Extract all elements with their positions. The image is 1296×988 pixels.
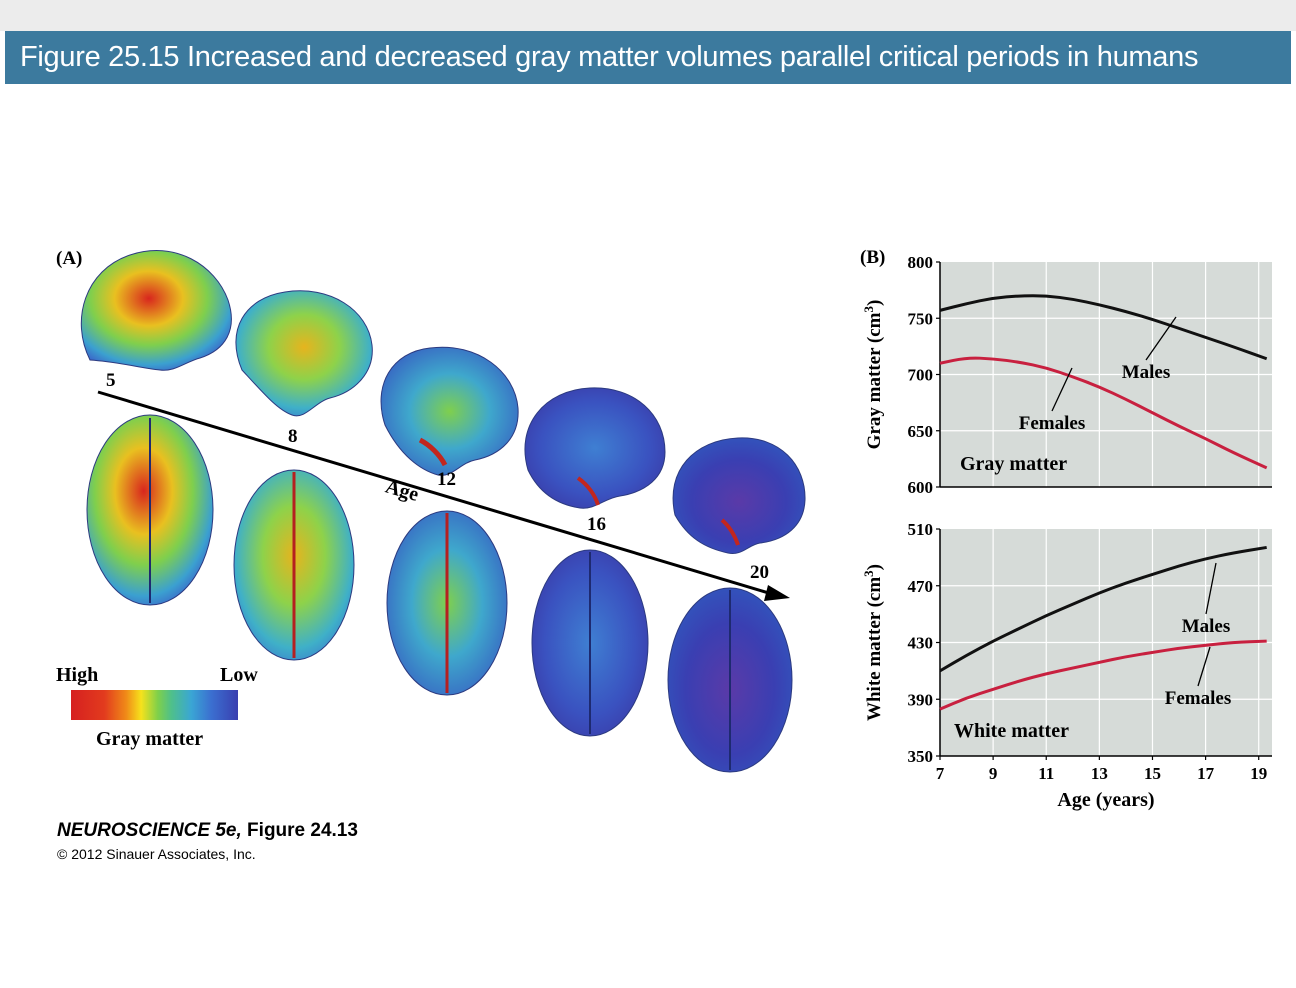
series-line-males <box>939 294 1268 361</box>
brain-dorsal-age-12 <box>386 510 508 696</box>
y-tick-label: 430 <box>908 634 934 653</box>
figure-title: Figure 25.15 Increased and decreased gra… <box>20 41 1199 73</box>
brain-dorsal-age-8 <box>233 469 355 661</box>
y-tick-label: 750 <box>908 309 934 328</box>
brain-scan-series: 5 8 12 16 20 Age <box>80 250 806 773</box>
x-tick-label: 9 <box>989 764 998 783</box>
brain-dorsal-age-16 <box>531 549 649 737</box>
series-label-females: Females <box>1165 688 1231 709</box>
panel-b-chart: (B) 600 650 700 750 800 Males Females Gray matt… <box>860 247 1272 811</box>
brain-lateral-age-8 <box>235 290 373 417</box>
age-tick-5: 5 <box>106 370 116 391</box>
plot-title: White matter <box>954 720 1069 742</box>
window-top-strip <box>0 0 1296 31</box>
y-tick-label: 350 <box>908 747 934 766</box>
series-label-leader <box>1205 562 1217 615</box>
legend-high-label: High <box>56 664 99 686</box>
x-tick-label: 7 <box>936 764 945 783</box>
age-tick-16: 16 <box>587 514 606 535</box>
legend-title: Gray matter <box>96 728 204 750</box>
series-line-females <box>939 356 1268 470</box>
y-tick-label: 510 <box>908 520 934 539</box>
legend-low-label: Low <box>220 664 258 686</box>
y-tick-label: 600 <box>908 478 934 497</box>
x-tick-label: 15 <box>1144 764 1161 783</box>
y-axis-label-exponent: 3 <box>861 306 876 313</box>
panel-a-label: (A) <box>56 248 83 269</box>
series-label-males: Males <box>1182 616 1231 637</box>
x-tick-label: 17 <box>1197 764 1215 783</box>
brain-lateral-age-12 <box>380 346 519 476</box>
x-tick-label: 19 <box>1250 764 1267 783</box>
y-axis-label-exponent: 3 <box>861 570 876 577</box>
brain-lateral-age-20 <box>672 437 806 555</box>
gray-matter-plot: 600 650 700 750 800 Males Females Gray matter Gr… <box>861 253 1272 497</box>
panel-b-label: (B) <box>860 247 885 268</box>
series-label-males: Males <box>1122 362 1171 383</box>
y-tick-label: 470 <box>908 577 934 596</box>
brain-lateral-age-16 <box>524 387 666 509</box>
y-tick-label: 800 <box>908 253 934 272</box>
series-label-leader <box>1145 316 1177 361</box>
y-tick-label: 700 <box>908 366 934 385</box>
x-tick-label: 13 <box>1091 764 1108 783</box>
brain-dorsal-age-20 <box>667 587 793 773</box>
credit-book-title: NEUROSCIENCE 5e, <box>57 820 242 841</box>
y-axis-label: Gray matter (cm3) <box>861 300 886 450</box>
age-axis-label: Age <box>383 476 421 506</box>
white-matter-plot: 350 390 430 470 510 7 9 11 13 15 17 19 Males Females W… <box>861 520 1272 811</box>
series-line-females <box>939 639 1267 711</box>
gray-matter-color-scale <box>71 690 238 720</box>
y-tick-label: 650 <box>908 422 934 441</box>
age-tick-8: 8 <box>288 426 298 447</box>
series-label-leader <box>1197 646 1211 687</box>
x-tick-label: 11 <box>1038 764 1054 783</box>
credit-copyright: © 2012 Sinauer Associates, Inc. <box>57 846 256 862</box>
figure-title-banner: Figure 25.15 Increased and decreased gra… <box>5 31 1291 84</box>
series-label-females: Females <box>1019 413 1085 434</box>
brain-lateral-age-5 <box>80 250 232 371</box>
y-axis-label: White matter (cm3) <box>861 564 886 721</box>
age-tick-20: 20 <box>750 562 769 583</box>
credit-book: NEUROSCIENCE 5e, Figure 24.13 <box>57 820 358 842</box>
age-arrow <box>97 390 790 601</box>
age-tick-12: 12 <box>437 469 456 490</box>
credit-figure-number: Figure 24.13 <box>241 820 358 841</box>
y-tick-label: 390 <box>908 690 934 709</box>
x-axis-label: Age (years) <box>1057 789 1154 811</box>
plot-title: Gray matter <box>960 453 1067 475</box>
series-label-leader <box>1051 367 1073 412</box>
brain-dorsal-age-5 <box>86 414 214 606</box>
series-line-males <box>939 545 1267 673</box>
